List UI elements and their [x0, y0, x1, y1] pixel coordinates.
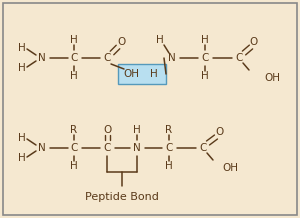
Text: O: O	[250, 37, 258, 47]
Text: Peptide Bond: Peptide Bond	[85, 192, 159, 202]
Text: C: C	[70, 53, 78, 63]
Text: N: N	[133, 143, 141, 153]
Text: C: C	[201, 53, 209, 63]
Text: O: O	[103, 125, 111, 135]
Text: H: H	[18, 133, 26, 143]
Text: H: H	[156, 35, 164, 45]
Text: H: H	[18, 43, 26, 53]
Text: H: H	[201, 71, 209, 81]
Text: O: O	[215, 127, 223, 137]
Text: H: H	[70, 71, 78, 81]
Text: N: N	[168, 53, 176, 63]
Text: H: H	[18, 153, 26, 163]
Text: C: C	[199, 143, 207, 153]
Text: C: C	[165, 143, 173, 153]
Text: H: H	[70, 161, 78, 171]
Text: H: H	[70, 35, 78, 45]
Text: H: H	[133, 125, 141, 135]
Text: R: R	[165, 125, 172, 135]
Text: C: C	[235, 53, 243, 63]
Text: N: N	[38, 53, 46, 63]
Text: H: H	[18, 63, 26, 73]
Text: OH: OH	[264, 73, 280, 83]
Text: O: O	[118, 37, 126, 47]
Text: C: C	[103, 143, 111, 153]
Bar	[118, 64, 166, 84]
Text: H: H	[165, 161, 173, 171]
Text: N: N	[38, 143, 46, 153]
Text: H: H	[201, 35, 209, 45]
Text: OH: OH	[222, 163, 238, 173]
Text: C: C	[70, 143, 78, 153]
Text: R: R	[70, 125, 78, 135]
Text: OH: OH	[123, 69, 139, 79]
Text: C: C	[103, 53, 111, 63]
Text: H: H	[150, 69, 158, 79]
